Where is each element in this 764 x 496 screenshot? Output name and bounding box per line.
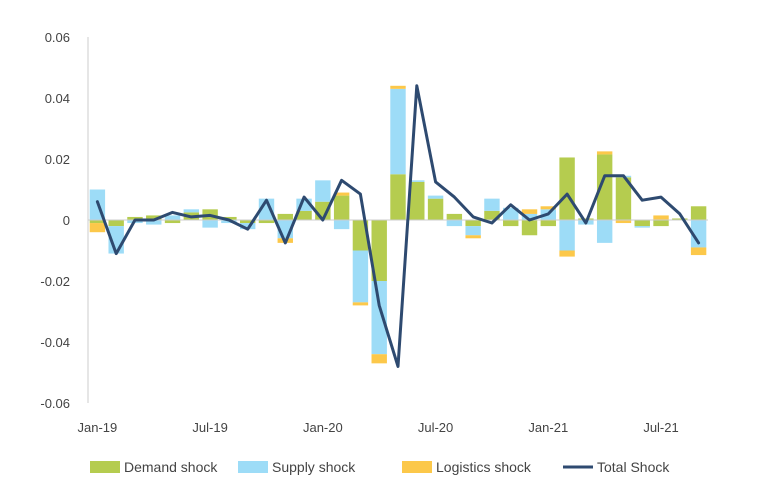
bar-supply-shock [503, 207, 519, 220]
bar-logistics-shock [596, 151, 613, 155]
bar-logistics-shock [352, 302, 369, 306]
y-tick-label: 0.06 [45, 30, 70, 45]
legend: Demand shock Supply shock Logistics shock T… [90, 459, 670, 475]
bar-demand-shock [146, 215, 162, 220]
bar-supply-shock [239, 223, 256, 230]
bar-demand-shock [653, 220, 669, 227]
bar-demand-shock [89, 220, 106, 224]
bar-demand-shock [596, 154, 613, 220]
x-tick-label: Jan-20 [303, 420, 343, 435]
bar-demand-shock [409, 181, 425, 220]
bar-demand-shock [108, 220, 124, 227]
bar-demand-shock [521, 220, 538, 236]
bar-demand-shock [258, 220, 275, 224]
bar-supply-shock [559, 220, 575, 251]
bar-demand-shock [672, 218, 688, 220]
bar-supply-shock [446, 220, 463, 227]
bar-demand-shock [164, 220, 181, 224]
bar-logistics-shock [371, 354, 387, 364]
bar-demand-shock [540, 220, 557, 227]
bar-logistics-shock [465, 235, 481, 239]
bar-demand-shock [371, 220, 387, 281]
x-axis-labels: Jan-19 Jul-19 Jan-20 Jul-20 Jan-21 Jul-21 [78, 420, 679, 435]
y-tick-label: -0.04 [40, 335, 70, 350]
bar-demand-shock [127, 216, 143, 220]
bar-supply-shock [690, 220, 707, 248]
y-tick-label: -0.06 [40, 396, 70, 411]
bar-demand-shock [503, 220, 519, 227]
bars [89, 85, 707, 364]
y-tick-label: 0.04 [45, 91, 70, 106]
y-tick-label: -0.02 [40, 274, 70, 289]
bar-supply-shock [521, 213, 538, 220]
bar-logistics-shock [615, 220, 632, 224]
y-axis-labels: 0.06 0.04 0.02 0 -0.02 -0.04 -0.06 [40, 30, 70, 411]
bar-supply-shock [465, 226, 481, 236]
bar-supply-shock [634, 226, 650, 228]
bar-supply-shock [164, 215, 181, 220]
bar-logistics-shock [521, 209, 538, 214]
bar-logistics-shock [89, 223, 106, 233]
bar-supply-shock [183, 209, 200, 213]
y-tick-label: 0.02 [45, 152, 70, 167]
bar-supply-shock [596, 220, 613, 243]
legend-label-supply-shock: Supply shock [272, 459, 356, 475]
bar-supply-shock [202, 220, 218, 228]
bar-demand-shock [446, 213, 463, 220]
bar-demand-shock [427, 198, 444, 220]
bar-logistics-shock [559, 250, 575, 257]
y-tick-label: 0 [63, 213, 70, 228]
legend-label-logistics-shock: Logistics shock [436, 459, 532, 475]
bar-demand-shock [634, 220, 650, 227]
x-tick-label: Jul-19 [192, 420, 227, 435]
bar-demand-shock [333, 195, 350, 220]
bar-supply-shock [146, 220, 162, 225]
bar-demand-shock [484, 210, 500, 220]
legend-label-total-shock: Total Shock [597, 459, 670, 475]
x-tick-label: Jul-20 [418, 420, 453, 435]
legend-swatch-logistics-shock [402, 461, 432, 473]
bar-supply-shock [409, 180, 425, 182]
legend-label-demand-shock: Demand shock [124, 459, 218, 475]
x-tick-label: Jan-21 [528, 420, 568, 435]
bar-demand-shock [559, 157, 575, 220]
bar-logistics-shock [653, 215, 669, 220]
bar-demand-shock [465, 220, 481, 227]
legend-swatch-demand-shock [90, 461, 120, 473]
bar-demand-shock [239, 220, 256, 224]
bar-supply-shock [371, 281, 387, 355]
bar-logistics-shock [540, 206, 557, 210]
bar-supply-shock [390, 88, 406, 175]
bar-supply-shock [427, 195, 444, 199]
bar-logistics-shock [333, 192, 350, 196]
bar-logistics-shock [390, 85, 406, 89]
bar-logistics-shock [690, 247, 707, 256]
total-shock-line [95, 84, 701, 368]
total-shock-line-layer [95, 84, 701, 368]
legend-swatch-supply-shock [238, 461, 268, 473]
bar-supply-shock [352, 250, 369, 303]
bar-supply-shock [333, 220, 350, 230]
bar-demand-shock [352, 220, 369, 251]
bar-demand-shock [615, 177, 632, 220]
bar-supply-shock [315, 180, 331, 202]
bar-demand-shock [390, 174, 406, 220]
bar-demand-shock [277, 213, 293, 220]
x-tick-label: Jan-19 [78, 420, 118, 435]
bar-demand-shock [296, 210, 312, 220]
x-tick-label: Jul-21 [643, 420, 678, 435]
bar-supply-shock [484, 198, 500, 211]
bar-demand-shock [690, 206, 707, 220]
